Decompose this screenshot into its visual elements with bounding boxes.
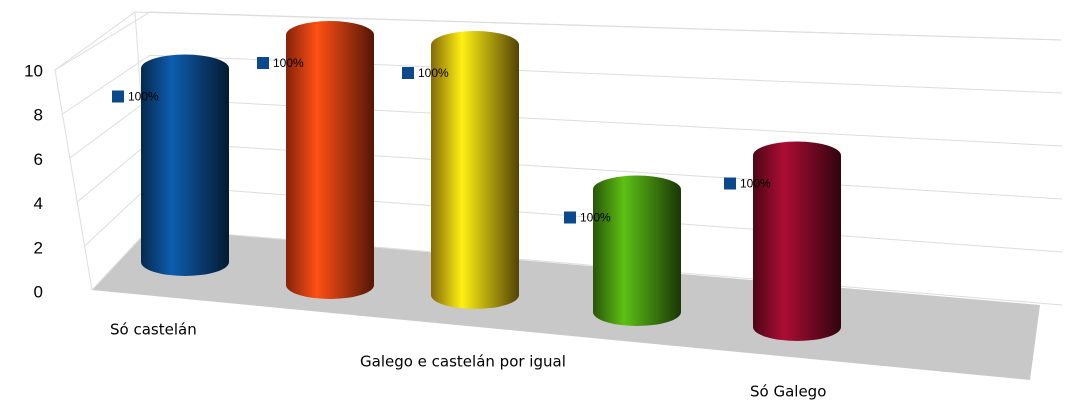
data-label: 100% <box>128 90 159 104</box>
x-tick-label: Só castelán <box>110 321 197 339</box>
cylinder <box>593 175 681 326</box>
cylinder <box>431 31 519 309</box>
data-label: 100% <box>273 56 304 70</box>
cylinder <box>753 141 841 341</box>
cylinder-top <box>593 175 681 204</box>
y-tick-label: 0 <box>34 282 43 301</box>
cylinder-body <box>593 189 681 326</box>
y-tick-label: 10 <box>24 61 43 80</box>
cylinder-body <box>431 45 519 309</box>
floor <box>92 228 1040 380</box>
data-label: 100% <box>740 177 771 191</box>
y-tick-label: 4 <box>34 194 43 213</box>
data-label-marker <box>724 177 736 190</box>
data-label: 100% <box>580 211 611 225</box>
cylinder <box>141 54 229 276</box>
cylinder <box>286 21 374 299</box>
data-label-marker <box>112 90 124 103</box>
cylinder-top <box>431 31 519 59</box>
x-tick-label: Galego e castelán por igual <box>360 353 566 371</box>
x-tick-label: Só Galego <box>750 383 826 401</box>
y-tick-label: 2 <box>34 238 43 257</box>
data-label-marker <box>564 211 576 224</box>
grid-line <box>54 11 1063 71</box>
cylinder-body <box>286 35 374 299</box>
cylinder-body <box>141 68 229 276</box>
cylinder-top <box>286 21 374 49</box>
y-tick-label: 6 <box>34 150 43 169</box>
data-label-marker <box>257 57 269 69</box>
cylinder-top <box>753 141 841 170</box>
y-tick-label: 8 <box>34 106 43 125</box>
cylinder-top <box>141 54 229 83</box>
data-label-marker <box>402 67 414 79</box>
grid-line <box>62 54 1063 115</box>
cylinder-body <box>753 155 841 341</box>
data-label: 100% <box>418 66 449 80</box>
